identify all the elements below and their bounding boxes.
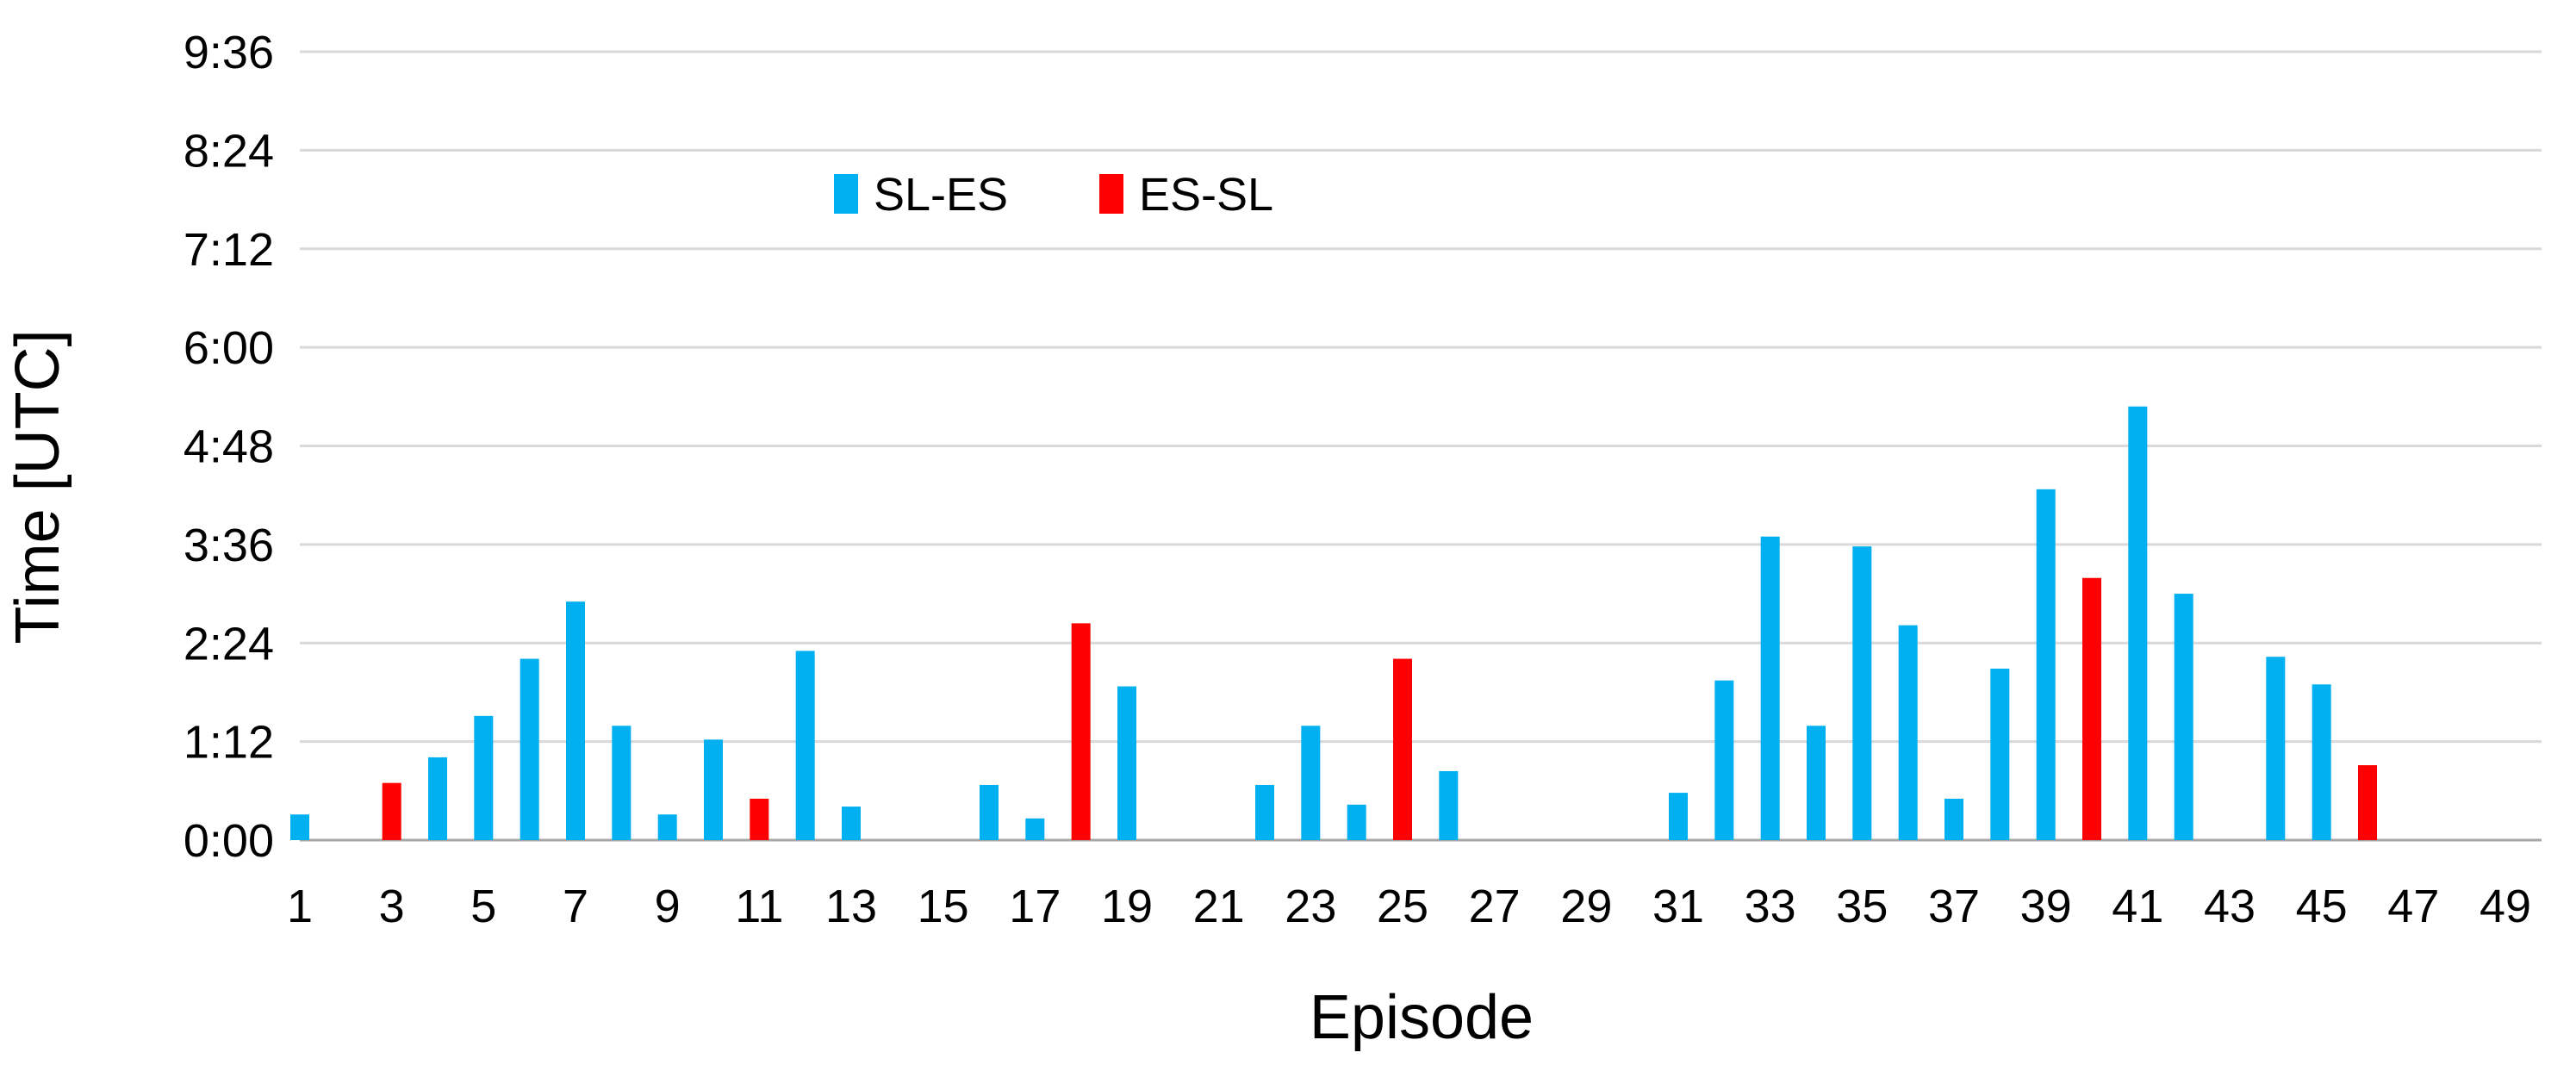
x-tick-label: 33 (1745, 881, 1796, 932)
y-tick-label: 7:12 (184, 224, 274, 276)
x-tick-label: 17 (1009, 881, 1061, 932)
bar-sl-es (1807, 726, 1826, 840)
bar-sl-es (1714, 680, 1734, 840)
bar-sl-es (612, 726, 632, 840)
bar-sl-es (1760, 536, 1780, 840)
y-tick-label: 3:36 (184, 520, 274, 571)
legend: SL-ES ES-SL (834, 169, 1273, 221)
x-tick-label: 29 (1560, 881, 1612, 932)
bar-sl-es (657, 814, 677, 840)
bar-es-sl (2082, 577, 2101, 840)
legend-swatch-es-sl (1099, 174, 1123, 214)
x-axis-title: Episode (1310, 983, 1534, 1052)
bar-sl-es (1025, 818, 1045, 840)
bar-sl-es (2128, 406, 2148, 840)
bar-sl-es (1669, 793, 1688, 840)
bar-sl-es (520, 658, 539, 840)
bar-sl-es (566, 601, 585, 840)
x-tick-label: 27 (1469, 881, 1521, 932)
x-tick-label: 25 (1377, 881, 1428, 932)
y-tick-label: 1:12 (184, 717, 274, 769)
bar-sl-es (2174, 594, 2193, 840)
bar-sl-es (1852, 546, 1872, 840)
x-tick-label: 43 (2204, 881, 2256, 932)
bar-sl-es (1301, 726, 1321, 840)
bar-sl-es (795, 651, 815, 840)
y-tick-label: 6:00 (184, 322, 274, 374)
bar-sl-es (1944, 798, 1963, 840)
x-tick-label: 39 (2020, 881, 2072, 932)
bar-sl-es (1990, 668, 2010, 840)
y-tick-label: 8:24 (184, 125, 274, 177)
y-tick-label: 4:48 (184, 421, 274, 473)
bar-es-sl (1393, 658, 1412, 840)
bar-sl-es (2312, 684, 2331, 840)
bar-sl-es (428, 757, 447, 840)
x-tick-label: 45 (2296, 881, 2348, 932)
y-tick-label: 2:24 (184, 618, 274, 670)
x-tick-label: 19 (1101, 881, 1153, 932)
x-tick-label: 9 (655, 881, 681, 932)
bar-sl-es (980, 784, 999, 840)
x-tick-label: 15 (918, 881, 969, 932)
bar-sl-es (842, 807, 861, 840)
bar-es-sl (1071, 623, 1091, 840)
x-tick-label: 3 (379, 881, 405, 932)
y-axis-ticks: 0:00 1:12 2:24 3:36 4:48 6:00 7:12 8:24 9:36 (184, 27, 274, 867)
bar-sl-es (290, 814, 309, 840)
bar-sl-es (1347, 804, 1366, 840)
bar-sl-es (2266, 657, 2286, 840)
legend-label-sl-es: SL-ES (874, 169, 1008, 221)
x-tick-label: 37 (1928, 881, 1980, 932)
bar-sl-es (2036, 489, 2056, 840)
x-tick-label: 21 (1193, 881, 1245, 932)
bar-es-sl (750, 798, 769, 840)
x-tick-label: 41 (2112, 881, 2163, 932)
x-tick-label: 13 (825, 881, 877, 932)
y-axis-title: Time [UTC] (3, 329, 72, 644)
legend-swatch-sl-es (834, 174, 858, 214)
y-tick-label: 9:36 (184, 27, 274, 78)
x-tick-label: 5 (470, 881, 496, 932)
bar-es-sl (382, 782, 401, 840)
bar-sl-es (704, 739, 723, 840)
bar-sl-es (1439, 770, 1459, 840)
x-tick-label: 47 (2387, 881, 2439, 932)
x-tick-label: 11 (735, 881, 783, 932)
bar-sl-es (1255, 784, 1274, 840)
bar-es-sl (2358, 765, 2377, 840)
x-tick-label: 23 (1285, 881, 1336, 932)
bar-sl-es (1117, 686, 1136, 840)
bar-sl-es (1898, 625, 1918, 840)
x-tick-label: 7 (563, 881, 588, 932)
legend-label-es-sl: ES-SL (1139, 169, 1273, 221)
x-axis-ticks: 1 3 5 7 9 11 13 15 17 19 21 23 25 27 29 31 33 35 37 39 41 43 4… (287, 881, 2531, 932)
x-tick-label: 1 (287, 881, 313, 932)
x-tick-label: 35 (1836, 881, 1888, 932)
x-tick-label: 31 (1652, 881, 1704, 932)
x-tick-label: 49 (2480, 881, 2531, 932)
bar-sl-es (474, 715, 494, 840)
y-tick-label: 0:00 (184, 815, 274, 867)
bars (290, 406, 2377, 840)
gridlines (300, 50, 2542, 842)
